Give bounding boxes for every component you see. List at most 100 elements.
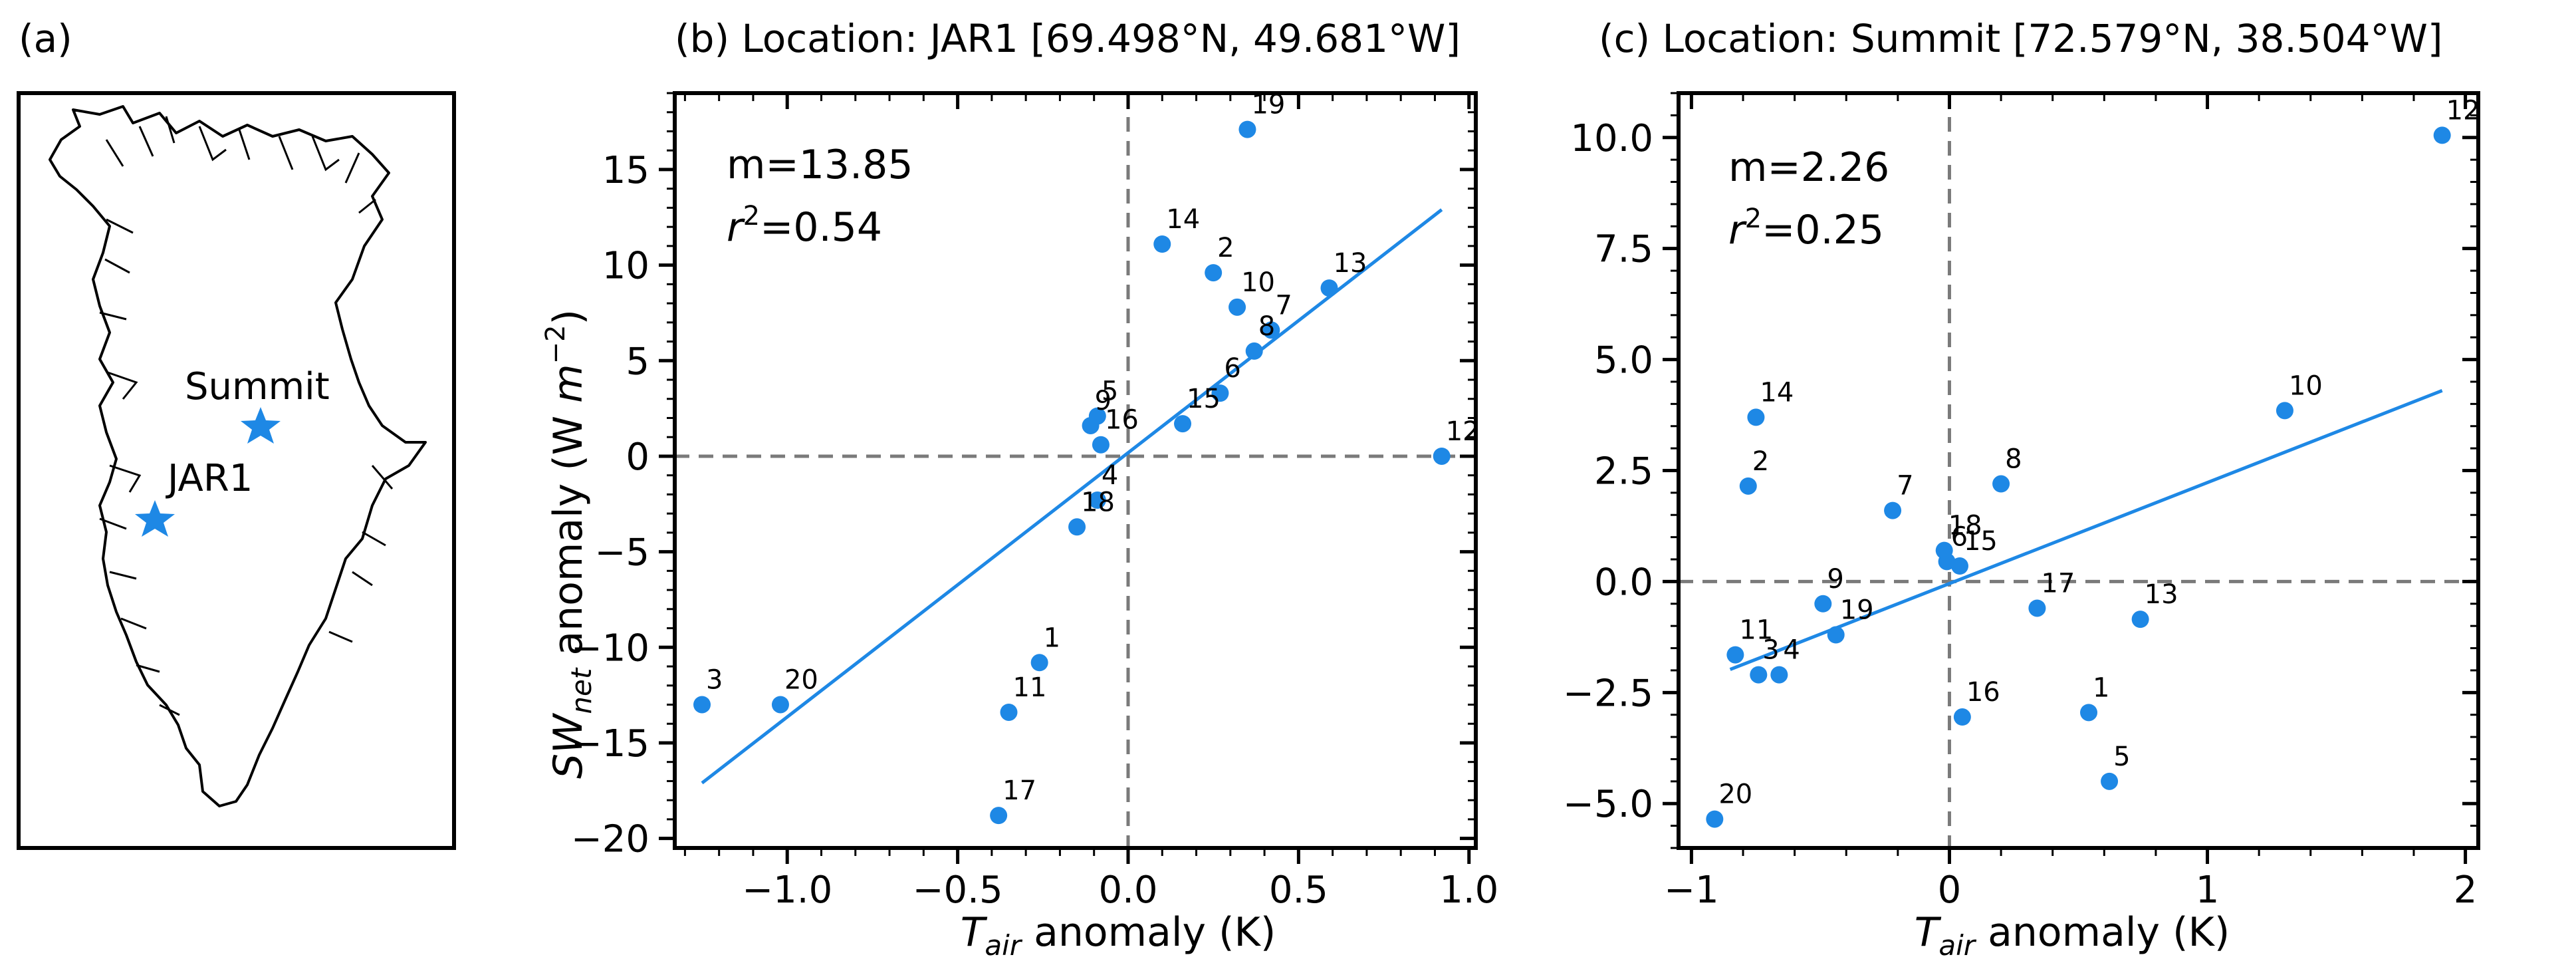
chart-b-point-6 [1211, 384, 1229, 402]
chart-c-point-label-9: 9 [1827, 564, 1843, 595]
chart-c-point-7 [1884, 501, 1902, 519]
chart-c-point-label-7: 7 [1897, 471, 1913, 501]
chart-b-point-12 [1433, 447, 1451, 465]
chart-b-point-16 [1092, 436, 1110, 454]
chart-b-ytick-label: −5 [594, 531, 649, 575]
chart-b-point-13 [1320, 279, 1338, 297]
chart-c-xlabel: Tair anomaly (K) [1915, 909, 2230, 962]
chart-c-point-label-20: 20 [1718, 779, 1752, 810]
chart-c-point-12 [2433, 126, 2451, 144]
chart-b-point-19 [1238, 120, 1256, 138]
chart-c-point-label-6: 6 [1951, 521, 1968, 552]
chart-c-point-label-19: 19 [1840, 595, 1874, 626]
chart-c-point-1 [2080, 704, 2098, 722]
chart-c-point-18 [1935, 541, 1953, 559]
chart-c-point-label-11: 11 [1739, 615, 1773, 646]
panel-a: (a) Summit JAR1 [17, 16, 456, 850]
chart-b-point-label-5: 5 [1102, 376, 1118, 407]
star-icon [241, 407, 281, 444]
chart-c-xtick-label: 2 [2454, 869, 2478, 912]
chart-c-point-label-2: 2 [1752, 446, 1769, 477]
site-jar1-label: JAR1 [166, 457, 253, 500]
chart-b-slope: m=13.85 [727, 142, 913, 188]
chart-b-ytick-label: −15 [571, 722, 649, 766]
chart-c-point-label-16: 16 [1966, 677, 2000, 708]
site-summit-label: Summit [185, 365, 330, 408]
panel-a-label: (a) [19, 16, 72, 61]
chart-c-ytick-label: −2.5 [1563, 672, 1653, 715]
chart-c-title: (c) Location: Summit [72.579°N, 38.504°W… [1599, 16, 2443, 61]
chart-c-fit-line [1729, 388, 2443, 671]
greenland-outline [49, 105, 427, 807]
chart-c-point-label-3: 3 [1762, 635, 1779, 666]
chart-b-ytick-label: 0 [626, 436, 649, 479]
chart-b-point-2 [1205, 264, 1223, 282]
chart-c-point-label-17: 17 [2041, 568, 2075, 599]
chart-b-ytick-label: −20 [571, 818, 649, 861]
chart-c-point-20 [1706, 810, 1724, 828]
chart-b-fit-line [701, 208, 1443, 785]
site-summit: Summit [185, 365, 330, 444]
chart-c-point-17 [2028, 599, 2046, 617]
chart-c-point-2 [1739, 477, 1757, 495]
site-jar1: JAR1 [135, 457, 253, 537]
chart-b-point-10 [1229, 298, 1246, 316]
chart-b-xtick-label: −1.0 [742, 869, 832, 912]
coastline-fjord-detail [99, 116, 394, 716]
chart-b-point-8 [1245, 342, 1263, 360]
chart-c-xtick-label: 0 [1938, 869, 1962, 912]
chart-c-ytick-label: 5.0 [1594, 339, 1653, 382]
chart-b-point-label-9: 9 [1095, 386, 1112, 416]
chart-b-xtick-label: 1.0 [1439, 869, 1498, 912]
chart-b-point-9 [1082, 416, 1100, 434]
chart-c-point-9 [1814, 595, 1832, 613]
chart-c-point-8 [1992, 475, 2010, 493]
chart-b-point-label-2: 2 [1217, 233, 1234, 263]
chart-c-point-10 [2276, 402, 2293, 420]
chart-c-point-3 [1750, 666, 1768, 684]
chart-b-point-3 [693, 696, 711, 714]
chart-b-title: (b) Location: JAR1 [69.498°N, 49.681°W] [675, 16, 1461, 61]
chart-c-point-label-10: 10 [2289, 370, 2323, 401]
chart-b-point-label-3: 3 [706, 664, 723, 695]
chart-b-point-label-16: 16 [1105, 405, 1139, 436]
chart-c-point-label-4: 4 [1783, 635, 1800, 666]
svg-text:SWnet anomaly (W m−2): SWnet anomaly (W m−2) [540, 309, 598, 779]
chart-b-point-label-13: 13 [1334, 248, 1367, 279]
chart-c-slope: m=2.26 [1728, 144, 1889, 191]
chart-c-point-5 [2101, 772, 2119, 790]
chart-c-point-15 [1950, 557, 1968, 575]
chart-b-point-label-6: 6 [1224, 353, 1240, 384]
chart-c-xtick-label: 1 [2196, 869, 2220, 912]
chart-b-point-18 [1068, 518, 1086, 536]
chart-c-ytick-label: 10.0 [1570, 117, 1653, 160]
chart-c-point-label-1: 1 [2093, 672, 2109, 703]
chart-b-xtick-label: 0.5 [1269, 869, 1328, 912]
chart-b-ylabel: SWnet anomaly (W m−2) [540, 309, 598, 779]
chart-b-ytick-label: 10 [602, 245, 649, 288]
chart-b-point-7 [1262, 321, 1280, 339]
chart-c-point-label-8: 8 [2005, 444, 2022, 475]
chart-b-point-label-11: 11 [1013, 672, 1047, 703]
chart-c-ytick-label: 7.5 [1594, 228, 1653, 271]
chart-c-point-label-15: 15 [1964, 526, 1998, 557]
map-frame [17, 91, 456, 850]
chart-b-point-label-1: 1 [1044, 623, 1060, 653]
chart-b-xtick-label: 0.0 [1098, 869, 1157, 912]
chart-c-point-label-13: 13 [2145, 579, 2178, 610]
chart-b-point-4 [1088, 491, 1106, 509]
chart-b-point-label-18: 18 [1081, 487, 1115, 517]
chart-c-point-16 [1953, 708, 1971, 726]
panel-c-chart: (c) Location: Summit [72.579°N, 38.504°W… [1563, 16, 2480, 962]
chart-c-point-11 [1726, 646, 1744, 664]
chart-b-point-20 [771, 696, 789, 714]
chart-b-ytick-label: −10 [571, 627, 649, 670]
chart-b-r2: r2=0.54 [727, 201, 882, 251]
chart-b-point-label-8: 8 [1258, 311, 1275, 342]
chart-c-ytick-label: −5.0 [1563, 783, 1653, 826]
chart-b-point-14 [1153, 235, 1171, 253]
chart-b-point-15 [1174, 415, 1192, 433]
chart-b-point-label-10: 10 [1241, 267, 1275, 298]
chart-c-point-4 [1770, 666, 1788, 684]
chart-b-xlabel: Tair anomaly (K) [961, 909, 1276, 962]
